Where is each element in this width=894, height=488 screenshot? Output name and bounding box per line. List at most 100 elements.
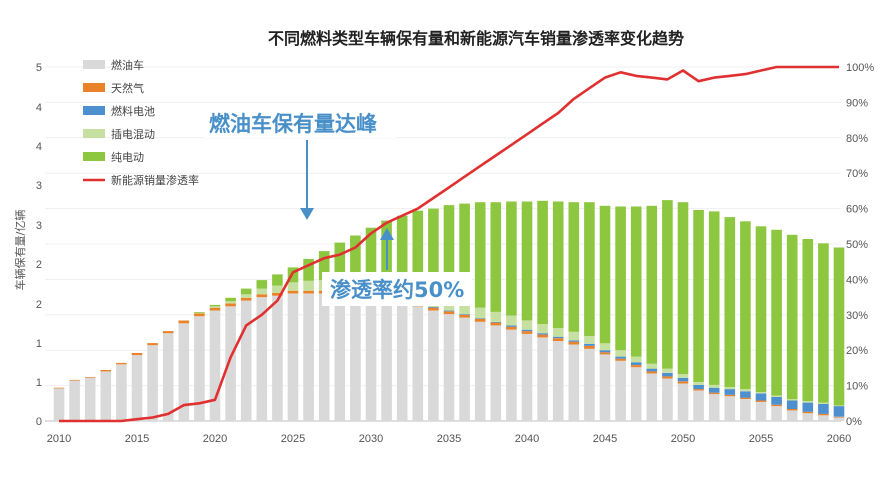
bar-segment	[365, 227, 377, 283]
bar-segment	[69, 380, 80, 421]
bar-segment	[521, 329, 533, 332]
bar-segment	[755, 401, 767, 421]
bar-segment	[537, 334, 548, 338]
bar-segment	[677, 202, 689, 375]
bar-segment	[771, 229, 782, 396]
bar-segment	[802, 239, 814, 402]
bar-segment	[116, 364, 127, 421]
bar-segment	[490, 325, 502, 421]
bar-segment	[287, 293, 299, 421]
bar-segment	[225, 303, 236, 307]
bar-segment	[521, 333, 533, 421]
x-tick-label: 2055	[749, 433, 773, 445]
bar-segment	[443, 314, 455, 421]
y-tick-label: 0	[36, 416, 42, 428]
bar-segment	[256, 294, 268, 298]
legend-label: 新能源销量渗透率	[111, 173, 199, 187]
y-axis-ticks: 0 1 1 2 2 3 3 4 4 5	[36, 62, 42, 428]
y2-tick-label: 40%	[846, 274, 868, 286]
y-tick-label: 2	[36, 259, 42, 271]
bar-segment	[818, 402, 829, 404]
chart-title: 不同燃料类型车辆保有量和新能源汽车销量渗透率变化趋势	[268, 29, 684, 48]
bar-segment	[786, 399, 798, 401]
bar-segment	[53, 388, 65, 421]
bar-segment	[677, 377, 689, 382]
legend-label: 天然气	[111, 81, 144, 95]
bar-segment	[506, 325, 517, 327]
peak-annotation-text: 燃油车保有量达峰	[209, 112, 377, 136]
legend-label: 燃油车	[111, 58, 144, 72]
bar-segment	[428, 310, 439, 421]
x-tick-label: 2040	[515, 433, 539, 445]
bar-segment	[755, 226, 767, 392]
bar-segment	[755, 392, 767, 394]
y2-axis-ticks: 0% 10% 20% 30% 40% 50% 60% 70% 80% 90% 100%	[846, 62, 874, 428]
bar-segment	[303, 293, 314, 421]
y-tick-label: 3	[36, 180, 42, 192]
bar-segment	[740, 391, 751, 398]
bar-segment	[740, 399, 751, 421]
bar-segment	[521, 320, 533, 330]
bar-segment	[506, 315, 517, 326]
bar-segment	[209, 306, 221, 308]
bar-segment	[287, 282, 299, 291]
bar-segment	[740, 397, 751, 399]
bar-segment	[474, 307, 486, 319]
bar-segment	[599, 354, 611, 421]
bar-segment	[459, 317, 470, 421]
bar-segment	[194, 312, 205, 313]
bar-segment	[162, 331, 174, 334]
bar-segment	[693, 389, 704, 391]
legend-swatch	[83, 106, 105, 115]
bar-segment	[116, 362, 127, 365]
bar-segment	[552, 338, 564, 341]
x-tick-label: 2025	[281, 433, 305, 445]
bar-segment	[459, 314, 470, 318]
bar-segment	[303, 280, 314, 291]
penetration-annotation-text: 渗透率约50%	[330, 278, 464, 302]
x-tick-label: 2015	[125, 433, 149, 445]
bar-segment	[428, 208, 439, 296]
bar-segment	[833, 405, 845, 407]
bar-segment	[693, 390, 704, 421]
bar-segment	[272, 285, 283, 293]
bar-segment	[693, 382, 704, 385]
bar-segment	[506, 329, 517, 421]
bar-segment	[615, 356, 626, 359]
bar-segment	[568, 331, 580, 341]
bar-segment	[568, 202, 580, 332]
bar-segment	[724, 389, 736, 395]
y2-tick-label: 50%	[846, 239, 868, 251]
bar-segment	[786, 400, 798, 409]
bar-segment	[818, 413, 829, 416]
bar-segment	[584, 346, 595, 349]
bar-segment	[412, 210, 424, 291]
bar-segment	[381, 299, 392, 421]
x-tick-label: 2060	[827, 433, 851, 445]
bar-segment	[552, 341, 564, 421]
y-tick-label: 2	[36, 299, 42, 311]
penetration-annotation-box	[322, 272, 472, 306]
bar-segment	[240, 300, 252, 421]
peak-arrow-head	[300, 208, 314, 220]
bar-segment	[662, 200, 673, 369]
bar-segment	[724, 387, 736, 390]
bar-segment	[771, 396, 782, 405]
bar-segment	[646, 368, 658, 372]
bar-segment	[178, 323, 190, 421]
bar-segment	[599, 350, 611, 353]
bar-segment	[818, 404, 829, 414]
bar-segment	[537, 200, 548, 324]
bar-segment	[646, 373, 658, 421]
bar-segment	[318, 293, 330, 421]
bar-segment	[833, 416, 845, 418]
bar-segment	[568, 340, 580, 342]
bar-segment	[459, 303, 470, 315]
bar-segment	[662, 376, 673, 379]
bar-segment	[630, 365, 642, 368]
bar-segment	[802, 402, 814, 412]
bar-segment	[818, 415, 829, 421]
bar-segment	[506, 201, 517, 316]
